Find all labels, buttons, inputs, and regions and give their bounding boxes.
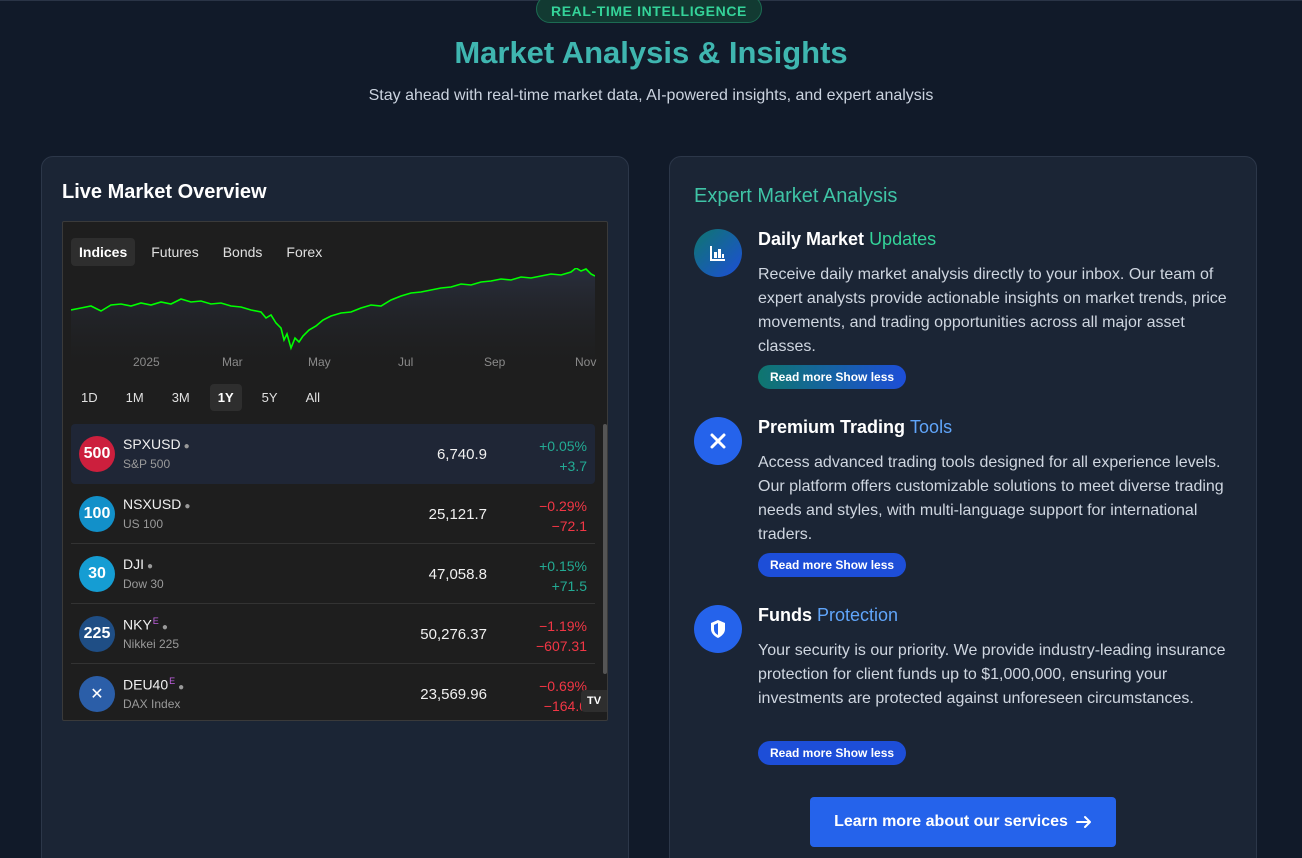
symbol-name: SPXUSD ● bbox=[123, 436, 190, 452]
page-title: Market Analysis & Insights bbox=[454, 35, 848, 70]
symbol-change: −1.19% −607.31 bbox=[536, 618, 587, 654]
symbol-change: −0.69% −164.0 bbox=[539, 678, 587, 714]
symbol-name: NSXUSD ● bbox=[123, 496, 191, 512]
symbol-row[interactable]: 500 SPXUSD ● S&P 500 6,740.9 +0.05% +3.7 bbox=[71, 424, 595, 484]
symbol-change: −0.29% −72.1 bbox=[539, 498, 587, 534]
feature-text: Receive daily market analysis directly t… bbox=[758, 266, 1227, 355]
tab-futures[interactable]: Futures bbox=[151, 244, 199, 260]
range-1y[interactable]: 1Y bbox=[209, 384, 242, 411]
range-1m[interactable]: 1M bbox=[125, 390, 144, 405]
read-more-button[interactable]: Read more Show less bbox=[758, 365, 907, 389]
x-label: Mar bbox=[222, 355, 243, 369]
status-dot-icon: ● bbox=[178, 681, 185, 693]
symbol-description: Dow 30 bbox=[123, 577, 164, 591]
learn-more-label: Learn more about our services bbox=[834, 813, 1068, 830]
range-5y[interactable]: 5Y bbox=[261, 390, 278, 405]
feature-title: Funds Protection bbox=[758, 605, 899, 625]
symbol-list: 500 SPXUSD ● S&P 500 6,740.9 +0.05% +3.7 100 NSX… bbox=[71, 424, 595, 720]
symbol-logo: 225 bbox=[79, 616, 115, 652]
symbol-row[interactable]: 225 NKYE● Nikkei 225 50,276.37 −1.19% −607.31 bbox=[71, 604, 595, 664]
symbol-name: NKYE● bbox=[123, 616, 168, 633]
feature-title: Daily Market Updates bbox=[758, 229, 937, 249]
market-overview-widget: Indices Futures Bonds Forex 2025 Mar May… bbox=[62, 221, 608, 721]
feature-title: Premium Trading Tools bbox=[758, 417, 953, 437]
live-market-card: Live Market Overview Indices Futures Bon… bbox=[41, 156, 629, 858]
arrow-right-icon bbox=[1075, 816, 1091, 828]
symbol-logo: 100 bbox=[79, 496, 115, 532]
tradingview-logo-icon[interactable]: TV bbox=[581, 690, 607, 712]
chart-area bbox=[71, 268, 595, 368]
symbol-list-scrollbar[interactable] bbox=[603, 424, 607, 674]
symbol-price: 50,276.37 bbox=[420, 626, 487, 643]
x-label: Jul bbox=[398, 355, 414, 369]
symbol-price: 23,569.96 bbox=[420, 686, 487, 703]
range-1d[interactable]: 1D bbox=[81, 390, 98, 405]
tab-bonds[interactable]: Bonds bbox=[222, 244, 263, 260]
tab-forex[interactable]: Forex bbox=[286, 244, 323, 260]
status-dot-icon: ● bbox=[147, 561, 154, 572]
status-dot-icon: ● bbox=[161, 621, 168, 633]
symbol-price: 6,740.9 bbox=[436, 446, 487, 463]
symbol-row[interactable]: 30 DJI ● Dow 30 47,058.8 +0.15% +71.5 bbox=[71, 544, 595, 604]
exchange-flag: E bbox=[152, 616, 159, 626]
symbol-description: Nikkei 225 bbox=[123, 637, 180, 651]
symbol-row[interactable]: 100 NSXUSD ● US 100 25,121.7 −0.29% −72.1 bbox=[71, 484, 595, 544]
page-subtitle: Stay ahead with real-time market data, A… bbox=[368, 87, 934, 104]
symbol-change: +0.15% +71.5 bbox=[539, 558, 587, 594]
tools-icon bbox=[694, 417, 742, 465]
chart-x-axis: 2025 Mar May Jul Sep Nov bbox=[63, 355, 607, 371]
symbol-description: US 100 bbox=[123, 517, 164, 531]
symbol-description: S&P 500 bbox=[123, 457, 171, 471]
chart-line bbox=[71, 268, 595, 351]
x-label: Nov bbox=[575, 355, 597, 369]
market-tabs: Indices Futures Bonds Forex bbox=[71, 238, 334, 266]
status-dot-icon: ● bbox=[183, 441, 190, 452]
index-chart[interactable] bbox=[71, 268, 595, 368]
symbol-name: DEU40E● bbox=[123, 676, 185, 693]
learn-more-button[interactable]: Learn more about our services bbox=[810, 797, 1116, 847]
range-all[interactable]: All bbox=[305, 390, 321, 405]
expert-analysis-card: Expert Market Analysis Daily Market Upda… bbox=[669, 156, 1257, 858]
section-badge: REAL-TIME INTELLIGENCE bbox=[536, 0, 762, 23]
expert-analysis-title: Expert Market Analysis bbox=[694, 185, 898, 207]
range-3m[interactable]: 3M bbox=[171, 390, 190, 405]
x-label: Sep bbox=[484, 355, 506, 369]
shield-icon bbox=[694, 605, 742, 653]
live-market-title: Live Market Overview bbox=[62, 181, 267, 203]
symbol-price: 47,058.8 bbox=[428, 566, 487, 583]
symbol-price: 25,121.7 bbox=[428, 506, 487, 523]
symbol-logo: ✕ bbox=[79, 676, 115, 712]
feature-text: Access advanced trading tools designed f… bbox=[758, 454, 1224, 543]
symbol-name: DJI ● bbox=[123, 556, 154, 572]
feature-text: Your security is our priority. We provid… bbox=[758, 642, 1226, 707]
status-dot-icon: ● bbox=[184, 501, 191, 512]
read-more-button[interactable]: Read more Show less bbox=[758, 741, 907, 765]
chart-bars-icon bbox=[694, 229, 742, 277]
symbol-change: +0.05% +3.7 bbox=[539, 438, 587, 474]
exchange-flag: E bbox=[169, 676, 176, 686]
symbol-row[interactable]: ✕ DEU40E● DAX Index 23,569.96 −0.69% −164.0 bbox=[71, 664, 595, 720]
read-more-button[interactable]: Read more Show less bbox=[758, 553, 907, 577]
symbol-description: DAX Index bbox=[123, 697, 181, 711]
symbol-logo: 500 bbox=[79, 436, 115, 472]
tab-indices[interactable]: Indices bbox=[71, 238, 136, 266]
x-label: May bbox=[308, 355, 331, 369]
range-selector: 1D 1M 3M 1Y 5Y All bbox=[73, 384, 340, 411]
x-label: 2025 bbox=[133, 355, 160, 369]
symbol-logo: 30 bbox=[79, 556, 115, 592]
